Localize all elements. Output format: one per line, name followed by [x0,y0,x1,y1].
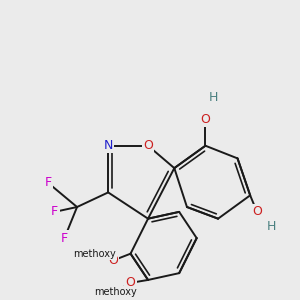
Text: F: F [61,232,68,244]
Text: H: H [208,91,218,103]
Text: O: O [126,276,136,290]
Text: O: O [252,206,262,218]
Text: methoxy: methoxy [73,249,116,259]
Text: O: O [108,254,118,267]
Text: F: F [51,206,58,218]
Text: O: O [143,139,153,152]
Text: N: N [103,139,113,152]
Text: O: O [200,113,210,126]
Text: H: H [267,220,276,233]
Text: methoxy: methoxy [94,286,137,297]
Text: F: F [44,176,51,189]
